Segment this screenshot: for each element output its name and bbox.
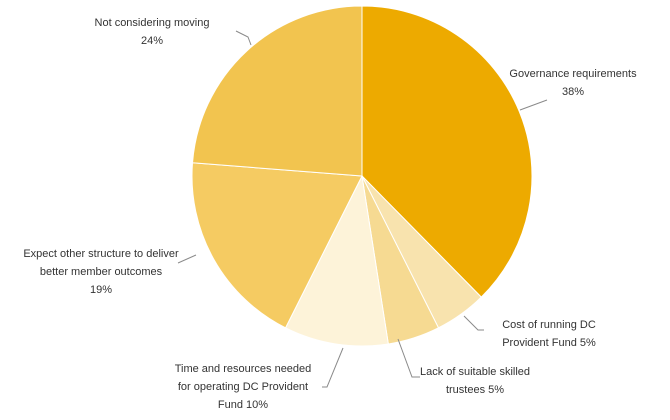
slice-label-3-line-2: Fund 10% bbox=[218, 399, 268, 411]
slice-label-2: Lack of suitable skilled trustees 5% bbox=[420, 366, 530, 396]
leader-line-5 bbox=[235, 30, 252, 46]
slice-label-3-line-0: Time and resources needed bbox=[175, 363, 312, 375]
slice-label-1: Cost of running DC Provident Fund 5% bbox=[502, 319, 596, 349]
slice-label-5-line-0: Not considering moving bbox=[95, 17, 210, 29]
slice-label-0: Governance requirements 38% bbox=[509, 68, 637, 98]
slice-label-4: Expect other structure to deliver better … bbox=[23, 248, 179, 296]
pie-slice-3 bbox=[284, 174, 389, 347]
leader-line-1 bbox=[463, 315, 484, 331]
slice-label-2-line-1: trustees 5% bbox=[446, 384, 504, 396]
leader-line-4 bbox=[177, 254, 197, 264]
slice-label-5: Not considering moving 24% bbox=[95, 17, 210, 47]
slice-label-4-line-1: better member outcomes bbox=[40, 266, 163, 278]
leader-line-2 bbox=[397, 338, 420, 378]
slice-label-3: Time and resources needed for operating D… bbox=[175, 363, 312, 411]
leader-line-3 bbox=[322, 347, 344, 388]
slice-label-1-line-1: Provident Fund 5% bbox=[502, 337, 596, 349]
pie-slice-4 bbox=[191, 162, 363, 329]
slice-label-5-line-1: 24% bbox=[141, 35, 163, 47]
pie-slice-0 bbox=[361, 5, 533, 298]
slice-label-0-line-0: Governance requirements bbox=[509, 68, 637, 80]
leader-line-0 bbox=[519, 99, 548, 111]
slice-label-3-line-1: for operating DC Provident bbox=[178, 381, 308, 393]
pie-slice-5 bbox=[191, 5, 363, 177]
slice-label-2-line-0: Lack of suitable skilled bbox=[420, 366, 530, 378]
slice-label-4-line-0: Expect other structure to deliver bbox=[23, 248, 179, 260]
slice-label-1-line-0: Cost of running DC bbox=[502, 319, 596, 331]
slice-label-0-line-1: 38% bbox=[562, 86, 584, 98]
slice-label-4-line-2: 19% bbox=[90, 284, 112, 296]
